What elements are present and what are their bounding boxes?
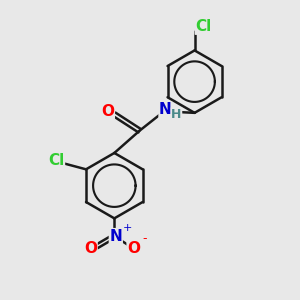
Text: N: N [110, 229, 122, 244]
Text: H: H [171, 108, 182, 121]
Text: +: + [123, 223, 132, 233]
Text: -: - [142, 232, 147, 245]
Text: O: O [101, 104, 114, 119]
Text: O: O [84, 241, 97, 256]
Text: Cl: Cl [48, 153, 64, 168]
Text: N: N [159, 102, 172, 117]
Text: O: O [127, 241, 140, 256]
Text: Cl: Cl [195, 19, 212, 34]
